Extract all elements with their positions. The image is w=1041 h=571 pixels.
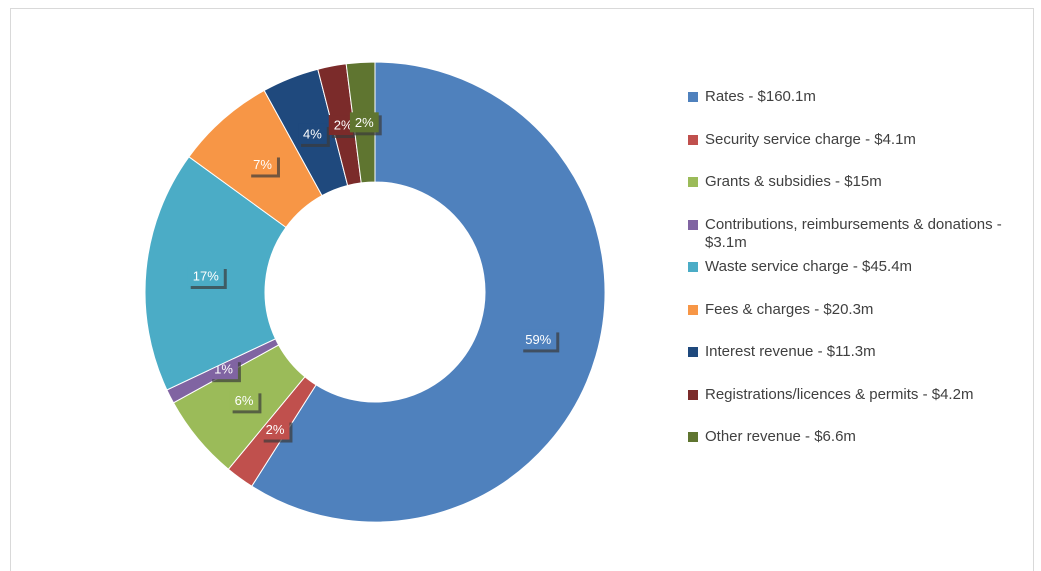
data-label: 4% xyxy=(303,126,322,141)
data-label: 2% xyxy=(334,117,353,132)
data-label-group: 4% xyxy=(298,123,330,147)
label-box xyxy=(248,154,277,175)
label-box xyxy=(349,112,379,133)
legend-item: Interest revenue - $11.3m xyxy=(688,343,1033,361)
legend-swatch xyxy=(688,347,698,357)
data-label: 2% xyxy=(266,422,285,437)
slice xyxy=(251,61,606,523)
data-label-group: 2% xyxy=(349,112,382,136)
data-label-group: 6% xyxy=(229,390,262,414)
legend-label: Contributions, reimbursements & donation… xyxy=(705,215,1002,251)
legend-item: Waste service charge - $45.4m xyxy=(688,258,1033,276)
legend-swatch xyxy=(688,262,698,272)
legend-label: Other revenue - $6.6m xyxy=(705,428,856,445)
legend-label: Waste service charge - $45.4m xyxy=(705,258,913,275)
data-label-group: 17% xyxy=(187,266,227,290)
legend-swatch xyxy=(688,432,698,442)
legend-swatch xyxy=(688,304,698,315)
data-label: 7% xyxy=(253,157,272,172)
data-label-group: 2% xyxy=(260,419,293,443)
data-label: 2% xyxy=(355,115,374,130)
legend-item: Grants & subsidies - $15m xyxy=(688,173,1033,191)
legend-swatch xyxy=(688,134,698,145)
data-label: 59% xyxy=(525,332,551,347)
legend-item: Security service charge - $4.1m xyxy=(688,131,1033,149)
legend-label: Security service charge - $4.1m xyxy=(705,130,916,148)
legend-item: Registrations/licences & permits - $4.2m xyxy=(688,386,1033,404)
data-label: 6% xyxy=(235,393,254,408)
legend-item: Fees & charges - $20.3m xyxy=(688,301,1033,319)
legend-swatch xyxy=(688,219,698,230)
legend-swatch xyxy=(688,177,698,187)
legend-label: Fees & charges - $20.3m xyxy=(705,300,874,318)
label-box xyxy=(298,123,327,144)
legend-label: Interest revenue - $11.3m xyxy=(705,343,876,360)
legend-label: Rates - $160.1m xyxy=(705,88,816,105)
legend-label: Grants & subsidies - $15m xyxy=(705,173,882,190)
label-box xyxy=(229,390,259,411)
legend-swatch xyxy=(688,92,698,102)
legend-item: Contributions, reimbursements & donation… xyxy=(688,216,1033,252)
chart-frame xyxy=(10,8,1034,571)
data-label-group: 7% xyxy=(248,154,280,178)
legend-swatch xyxy=(688,389,698,400)
label-box xyxy=(520,329,557,350)
label-box xyxy=(260,419,290,440)
legend-item: Other revenue - $6.6m xyxy=(688,428,1033,446)
legend-item: Rates - $160.1m xyxy=(688,88,1033,106)
data-label-group: 59% xyxy=(520,329,560,353)
label-box xyxy=(187,266,224,287)
data-label: 17% xyxy=(193,268,219,283)
legend-label: Registrations/licences & permits - $4.2m xyxy=(705,385,974,403)
